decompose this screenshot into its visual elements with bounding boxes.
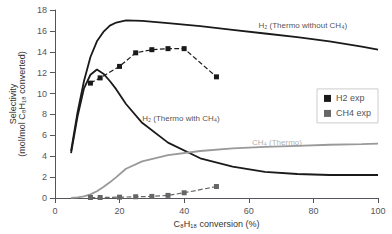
- svg-text:14: 14: [37, 47, 47, 57]
- svg-text:0: 0: [52, 206, 57, 216]
- svg-text:C₈H₁₈ conversion (%): C₈H₁₈ conversion (%): [173, 219, 259, 229]
- svg-text:18: 18: [37, 5, 47, 15]
- svg-text:0: 0: [42, 193, 47, 203]
- svg-text:16: 16: [37, 26, 47, 36]
- svg-text:80: 80: [308, 206, 318, 216]
- svg-text:6: 6: [42, 130, 47, 140]
- svg-text:2: 2: [42, 172, 47, 182]
- svg-text:12: 12: [37, 68, 47, 78]
- svg-text:H2 exp: H2 exp: [336, 93, 365, 103]
- svg-text:20: 20: [115, 206, 125, 216]
- svg-text:100: 100: [370, 206, 385, 216]
- svg-text:60: 60: [244, 206, 254, 216]
- svg-text:H₂ (Thermo with CH₄): H₂ (Thermo with CH₄): [142, 114, 220, 123]
- svg-text:H₂ (Thermo without CH₄): H₂ (Thermo without CH₄): [258, 21, 347, 30]
- svg-text:8: 8: [42, 109, 47, 119]
- svg-text:40: 40: [179, 206, 189, 216]
- svg-text:(mol/mol C₈H₁₈ converted): (mol/mol C₈H₁₈ converted): [17, 51, 27, 157]
- svg-text:CH₄ (Thermo): CH₄ (Thermo): [252, 138, 302, 147]
- svg-text:4: 4: [42, 151, 47, 161]
- svg-text:10: 10: [37, 89, 47, 99]
- svg-text:Selectivity: Selectivity: [7, 83, 18, 125]
- svg-text:CH4 exp: CH4 exp: [336, 108, 371, 118]
